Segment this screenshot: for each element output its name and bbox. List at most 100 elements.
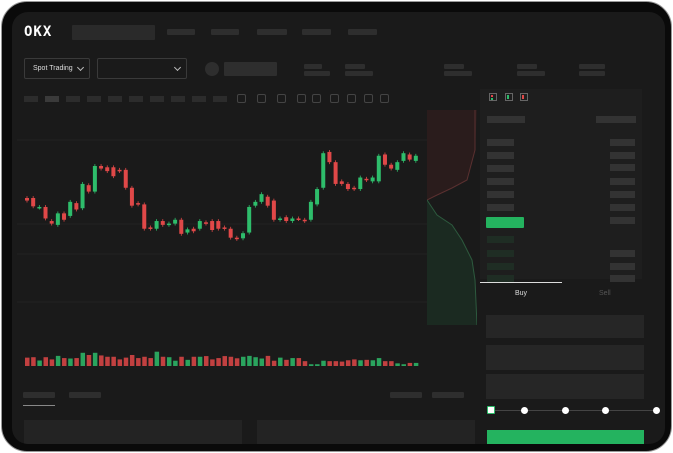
stat-label: [444, 64, 464, 69]
volume-bar: [197, 356, 203, 366]
timeframe-button[interactable]: [24, 96, 38, 102]
bottom-tab-active[interactable]: [23, 392, 55, 398]
candle: [197, 221, 202, 229]
chart-tool-icon[interactable]: [297, 94, 306, 103]
volume-bar: [407, 362, 413, 366]
chart-tool-icon[interactable]: [380, 94, 389, 103]
amount-input[interactable]: [486, 345, 644, 370]
candle: [99, 166, 104, 169]
slider-stop-100[interactable]: [653, 407, 660, 414]
candle: [179, 219, 184, 234]
timeframe-button[interactable]: [171, 96, 185, 102]
timeframe-button[interactable]: [129, 96, 143, 102]
slider-stop-75[interactable]: [602, 407, 609, 414]
coin-icon: [205, 62, 219, 76]
candle: [315, 189, 320, 205]
ask-price: [487, 165, 514, 172]
chart-tool-icon[interactable]: [257, 94, 266, 103]
nav-item[interactable]: [302, 29, 331, 35]
volume-bar: [382, 361, 388, 366]
bottom-action[interactable]: [432, 392, 464, 398]
volume-bar: [105, 356, 110, 366]
slider-handle[interactable]: [487, 406, 495, 414]
bottom-panel-right: [257, 420, 475, 444]
volume-bar: [37, 360, 42, 366]
volume-bar: [160, 356, 166, 366]
chart-tool-icon[interactable]: [364, 94, 373, 103]
candlestick-chart[interactable]: [17, 112, 427, 372]
search-bar[interactable]: [72, 25, 155, 40]
candle: [216, 221, 221, 229]
chart-tool-icon[interactable]: [330, 94, 339, 103]
candle: [68, 201, 73, 216]
timeframe-button[interactable]: [45, 96, 59, 102]
candle: [259, 194, 264, 202]
spot-trading-label: Spot Trading: [33, 65, 73, 72]
candle: [370, 177, 375, 182]
bid-amount: [610, 275, 635, 282]
volume-bar: [228, 356, 234, 366]
volume-bar: [352, 359, 357, 366]
orderbook-both-icon[interactable]: [489, 93, 497, 101]
slider-stop-50[interactable]: [562, 407, 569, 414]
candle: [25, 198, 29, 201]
bid-amount: [610, 263, 635, 270]
bottom-tab[interactable]: [69, 392, 101, 398]
volume-bar: [179, 356, 184, 366]
nav-item[interactable]: [167, 29, 195, 35]
timeframe-button[interactable]: [87, 96, 101, 102]
candle: [376, 155, 381, 182]
timeframe-button[interactable]: [192, 96, 206, 102]
volume-bar: [401, 364, 406, 366]
chart-tool-icon[interactable]: [237, 94, 246, 103]
timeframe-button[interactable]: [213, 96, 227, 102]
orderbook-asks-icon[interactable]: [520, 93, 528, 101]
volume-bar: [247, 355, 252, 366]
ask-price: [487, 152, 514, 159]
candle: [413, 155, 418, 161]
tab-buy[interactable]: Buy: [515, 290, 528, 297]
nav-item[interactable]: [348, 29, 377, 35]
price-input[interactable]: [486, 315, 644, 338]
ask-price: [487, 139, 514, 146]
spot-trading-dropdown[interactable]: Spot Trading: [24, 58, 90, 79]
candle: [234, 237, 239, 240]
volume-bar: [284, 359, 289, 366]
volume-bar: [111, 356, 116, 366]
nav-item[interactable]: [257, 29, 287, 35]
candle: [111, 167, 116, 177]
bottom-action[interactable]: [390, 392, 422, 398]
tab-sell[interactable]: Sell: [599, 290, 611, 297]
volume-bar: [389, 361, 394, 366]
stat-label: [579, 64, 605, 69]
volume-bar: [370, 360, 376, 366]
volume-bar: [222, 356, 227, 366]
depth-bids-line: [427, 199, 477, 325]
slider-track[interactable]: [492, 410, 658, 411]
candle: [129, 187, 134, 206]
chart-tool-icon[interactable]: [347, 94, 356, 103]
timeframe-button[interactable]: [108, 96, 122, 102]
total-input[interactable]: [486, 374, 644, 399]
app-screen: OKX Spot Trading Buy Sell: [12, 12, 665, 444]
ask-price: [487, 191, 514, 198]
slider-stop-25[interactable]: [521, 407, 528, 414]
pair-dropdown[interactable]: [97, 58, 187, 79]
timeframe-button[interactable]: [150, 96, 164, 102]
candle: [308, 201, 313, 220]
volume-bar: [117, 359, 123, 366]
candle: [222, 227, 227, 229]
chart-tool-icon[interactable]: [312, 94, 321, 103]
candle: [321, 153, 326, 188]
stat-value: [444, 71, 472, 76]
orderbook-bids-icon[interactable]: [505, 93, 513, 101]
timeframe-button[interactable]: [66, 96, 80, 102]
candle: [407, 154, 412, 160]
buy-button[interactable]: [487, 430, 644, 444]
candle: [166, 223, 171, 226]
volume-bar: [296, 358, 302, 366]
candle: [358, 177, 363, 190]
nav-item[interactable]: [211, 29, 239, 35]
chart-tool-icon[interactable]: [277, 94, 286, 103]
